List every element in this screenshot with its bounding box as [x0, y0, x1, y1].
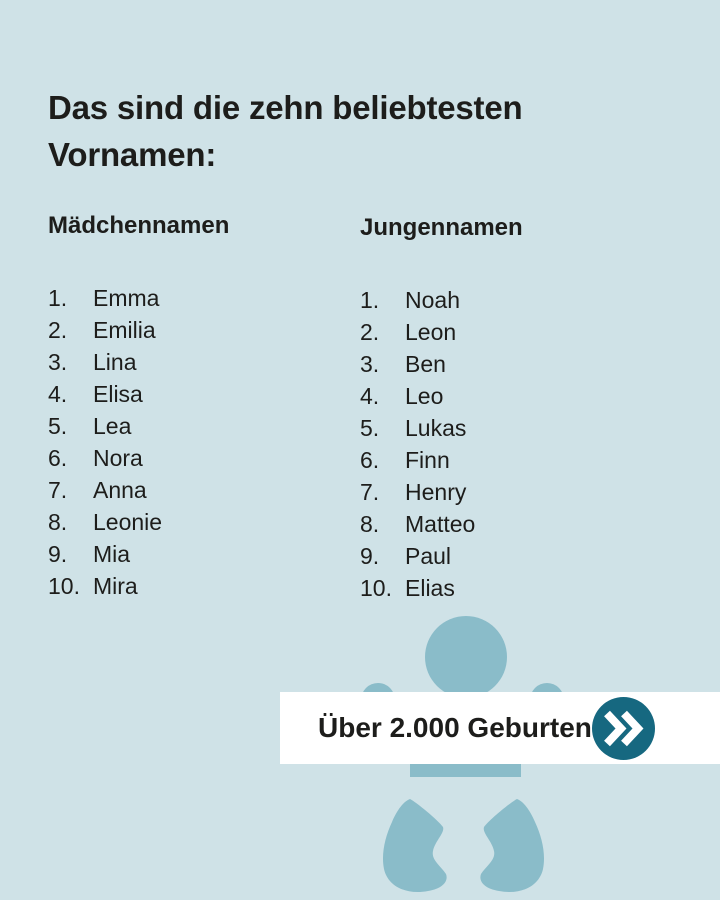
baby-head — [425, 616, 507, 698]
list-item: 3. Ben — [360, 348, 640, 380]
rank-label: 5. — [360, 415, 380, 441]
rank-label: 8. — [360, 511, 380, 537]
boys-list: 1. Noah 2. Leon 3. Ben 4. Leo 5. Lukas 6. Finn… — [360, 284, 640, 604]
list-item: 6. Nora — [48, 442, 328, 474]
rank-label: 10. — [48, 573, 80, 599]
name-label: Leo — [405, 383, 444, 409]
boys-header: Jungennamen — [360, 214, 523, 241]
rank-label: 4. — [360, 383, 380, 409]
list-item: 9. Mia — [48, 538, 328, 570]
list-item: 1. Noah — [360, 284, 640, 316]
rank-label: 3. — [360, 351, 380, 377]
name-label: Matteo — [405, 511, 476, 537]
name-label: Emma — [93, 285, 160, 311]
name-label: Leon — [405, 319, 457, 345]
rank-label: 4. — [48, 381, 68, 407]
list-item: 10. Elias — [360, 572, 640, 604]
rank-label: 9. — [360, 543, 380, 569]
rank-label: 8. — [48, 509, 68, 535]
list-item: 7. Anna — [48, 474, 328, 506]
name-label: Lukas — [405, 415, 467, 441]
baby-right-sock — [480, 799, 545, 893]
list-item: 4. Leo — [360, 380, 640, 412]
name-label: Nora — [93, 445, 143, 471]
name-label: Mia — [93, 541, 131, 567]
name-label: Noah — [405, 287, 460, 313]
girls-column: Mädchennamen 1. Emma 2. Emilia 3. Lina 4. El… — [48, 211, 328, 602]
list-item: 2. Emilia — [48, 314, 328, 346]
list-item: 5. Lea — [48, 410, 328, 442]
list-item: 4. Elisa — [48, 378, 328, 410]
rank-label: 3. — [48, 349, 68, 375]
list-item: 10. Mira — [48, 570, 328, 602]
name-label: Leonie — [93, 509, 163, 535]
list-item: 9. Paul — [360, 540, 640, 572]
rank-label: 9. — [48, 541, 68, 567]
list-item: 8. Matteo — [360, 508, 640, 540]
name-label: Finn — [405, 447, 450, 473]
name-label: Anna — [93, 477, 147, 503]
name-label: Mira — [93, 573, 138, 599]
rank-label: 6. — [48, 445, 68, 471]
name-label: Lina — [93, 349, 137, 375]
name-label: Lea — [93, 413, 132, 439]
rank-label: 6. — [360, 447, 380, 473]
rank-label: 1. — [360, 287, 380, 313]
double-chevron-right-icon — [604, 710, 644, 747]
baby-left-sock — [382, 799, 447, 893]
list-item: 5. Lukas — [360, 412, 640, 444]
girls-list: 1. Emma 2. Emilia 3. Lina 4. Elisa 5. Lea 6. N… — [48, 282, 328, 602]
rank-label: 5. — [48, 413, 68, 439]
list-item: 3. Lina — [48, 346, 328, 378]
page-title-line1: Das sind die zehn beliebtesten — [48, 89, 523, 126]
girls-header: Mädchennamen — [48, 212, 230, 239]
rank-label: 2. — [360, 319, 380, 345]
name-label: Emilia — [93, 317, 156, 343]
name-label: Henry — [405, 479, 467, 505]
list-item: 6. Finn — [360, 444, 640, 476]
name-label: Paul — [405, 543, 452, 569]
list-item: 8. Leonie — [48, 506, 328, 538]
boys-column: Jungennamen 1. Noah 2. Leon 3. Ben 4. Leo 5.… — [360, 213, 640, 604]
rank-label: 1. — [48, 285, 68, 311]
list-item: 2. Leon — [360, 316, 640, 348]
rank-label: 7. — [48, 477, 68, 503]
rank-label: 10. — [360, 575, 392, 601]
page-title-line2: Vornamen: — [48, 136, 217, 173]
births-banner: Über 2.000 Geburten — [280, 692, 720, 764]
name-label: Elisa — [93, 381, 143, 407]
list-item: 7. Henry — [360, 476, 640, 508]
next-arrow-button[interactable] — [592, 697, 655, 760]
births-count-label: Über 2.000 Geburten — [318, 712, 592, 743]
rank-label: 2. — [48, 317, 68, 343]
page-title: Das sind die zehn beliebtesten Vornamen: — [48, 84, 523, 178]
rank-label: 7. — [360, 479, 380, 505]
name-label: Elias — [405, 575, 455, 601]
name-label: Ben — [405, 351, 446, 377]
list-item: 1. Emma — [48, 282, 328, 314]
